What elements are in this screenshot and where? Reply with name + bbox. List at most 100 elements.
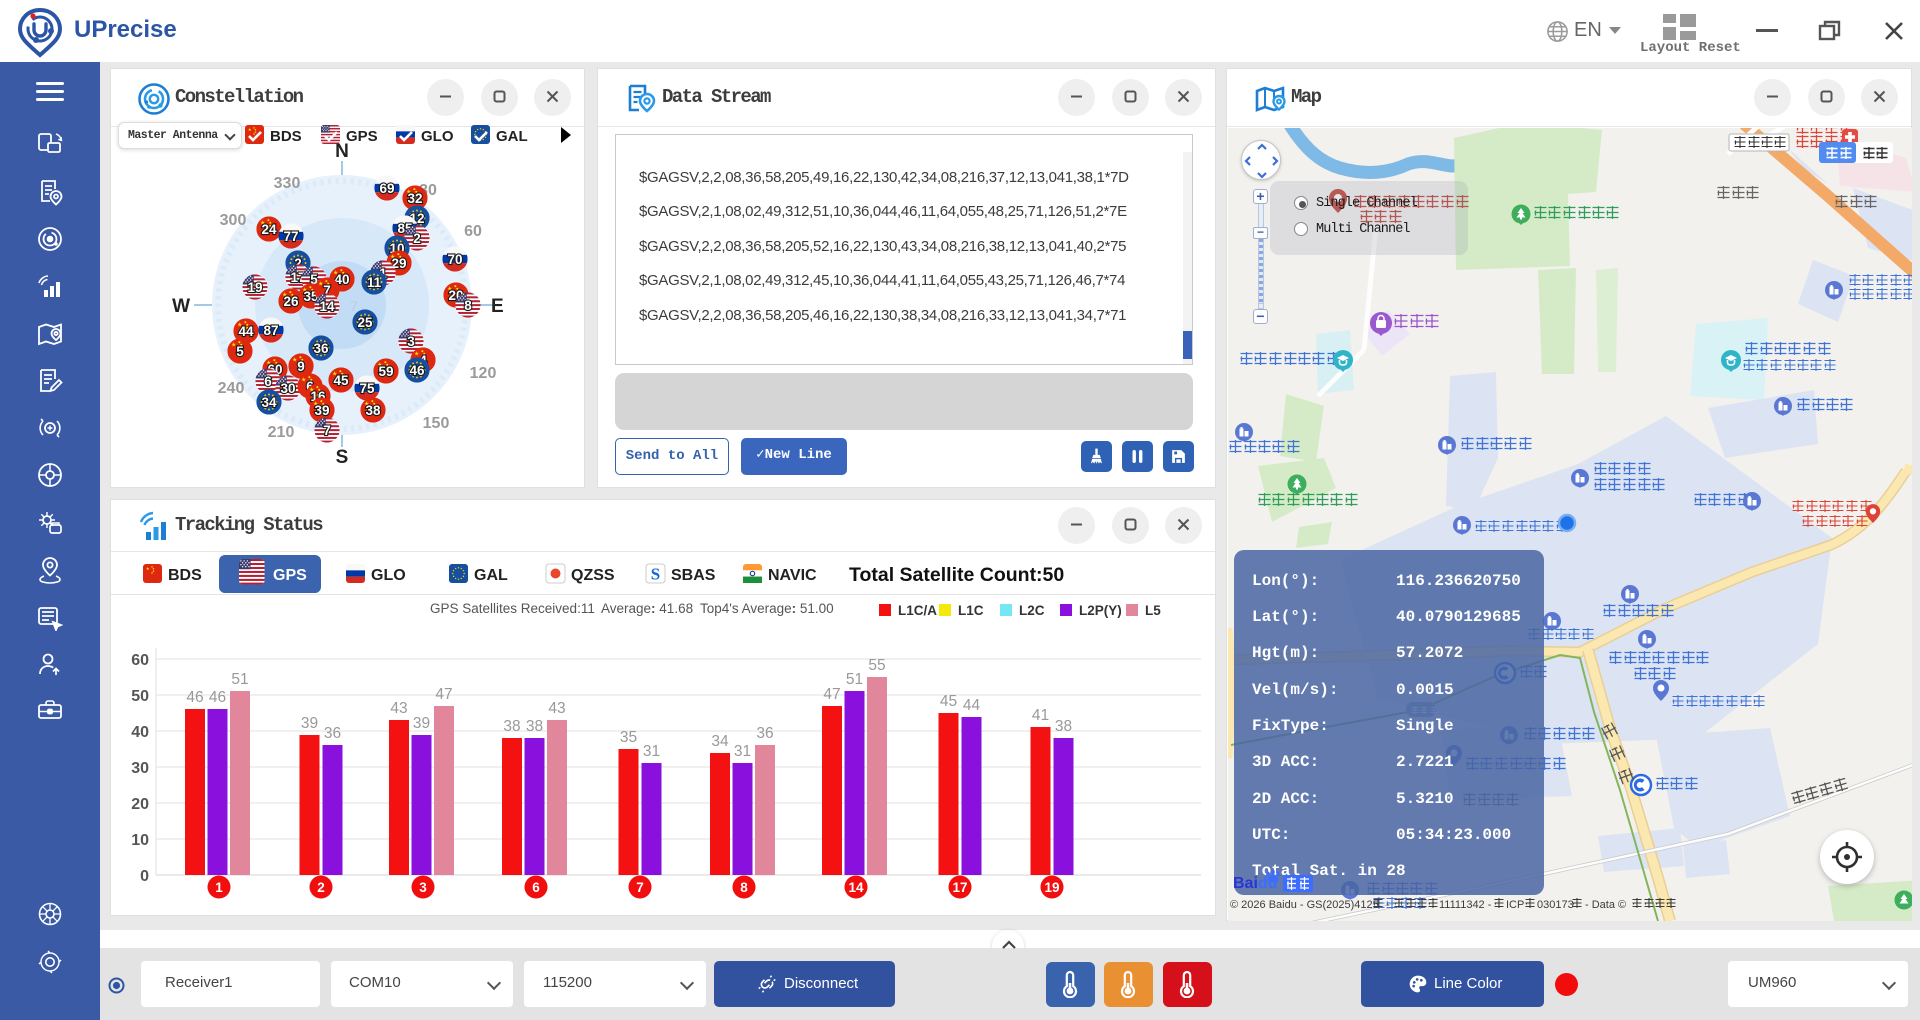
svg-text:GPS: GPS bbox=[346, 128, 378, 145]
svg-text:7: 7 bbox=[636, 880, 644, 895]
svg-text:35: 35 bbox=[620, 729, 637, 746]
svg-text:9: 9 bbox=[297, 359, 305, 374]
svg-text:L2C: L2C bbox=[1019, 603, 1045, 618]
svg-text:19: 19 bbox=[247, 280, 262, 295]
svg-text:GPS: GPS bbox=[273, 567, 307, 584]
svg-text:2: 2 bbox=[413, 231, 421, 246]
svg-text:Total Satellite Count:50: Total Satellite Count:50 bbox=[849, 564, 1064, 586]
svg-text:19: 19 bbox=[1044, 880, 1059, 895]
svg-text:BDS: BDS bbox=[270, 128, 302, 145]
svg-text:14: 14 bbox=[848, 880, 864, 895]
svg-text:38: 38 bbox=[1055, 718, 1072, 735]
svg-text:36: 36 bbox=[324, 725, 341, 742]
svg-text:GAL: GAL bbox=[496, 128, 528, 145]
svg-text:31: 31 bbox=[734, 743, 751, 760]
svg-text:0: 0 bbox=[140, 868, 149, 885]
svg-text:50: 50 bbox=[131, 688, 149, 705]
svg-text:14: 14 bbox=[319, 299, 335, 314]
svg-text:87: 87 bbox=[263, 323, 278, 338]
svg-text:GLO: GLO bbox=[371, 567, 406, 584]
svg-text:300: 300 bbox=[220, 212, 247, 229]
svg-text:47: 47 bbox=[435, 686, 452, 703]
svg-text:38: 38 bbox=[365, 403, 381, 418]
svg-text:L2P(Y): L2P(Y) bbox=[1079, 603, 1122, 618]
svg-text:34: 34 bbox=[711, 733, 729, 750]
svg-text:SBAS: SBAS bbox=[671, 567, 716, 584]
svg-text:11: 11 bbox=[367, 275, 382, 290]
svg-text:45: 45 bbox=[333, 373, 349, 388]
svg-text:69: 69 bbox=[379, 181, 394, 196]
svg-text:QZSS: QZSS bbox=[571, 567, 615, 584]
svg-text:E: E bbox=[491, 296, 504, 317]
svg-text:43: 43 bbox=[390, 700, 407, 717]
svg-text:7: 7 bbox=[323, 423, 331, 438]
svg-text:55: 55 bbox=[868, 657, 885, 674]
svg-text:ICP: ICP bbox=[1506, 899, 1524, 911]
svg-text:- Data ©: - Data © bbox=[1585, 899, 1626, 911]
svg-text:39: 39 bbox=[314, 403, 329, 418]
svg-text:75: 75 bbox=[359, 381, 375, 396]
svg-text:25: 25 bbox=[357, 315, 373, 330]
svg-text:240: 240 bbox=[218, 380, 245, 397]
svg-text:8: 8 bbox=[464, 298, 472, 313]
svg-text:60: 60 bbox=[131, 652, 149, 669]
svg-text:17: 17 bbox=[952, 880, 967, 895]
svg-text:32: 32 bbox=[407, 191, 422, 206]
svg-text:7: 7 bbox=[350, 298, 358, 314]
svg-text:44: 44 bbox=[238, 324, 254, 339]
svg-text:41: 41 bbox=[1032, 707, 1049, 724]
svg-text:60: 60 bbox=[464, 223, 482, 240]
svg-text:-: - bbox=[1386, 899, 1390, 911]
svg-text:210: 210 bbox=[268, 424, 295, 441]
svg-text:7: 7 bbox=[323, 283, 331, 298]
svg-text:1: 1 bbox=[379, 266, 387, 281]
svg-text:51: 51 bbox=[231, 671, 248, 688]
svg-text:3: 3 bbox=[419, 880, 427, 895]
svg-text:N: N bbox=[335, 141, 349, 162]
svg-text:26: 26 bbox=[283, 294, 299, 309]
svg-text:330: 330 bbox=[274, 175, 301, 192]
svg-text:L1C: L1C bbox=[958, 603, 984, 618]
svg-text:L1C/A: L1C/A bbox=[898, 603, 937, 618]
svg-text:39: 39 bbox=[301, 715, 318, 732]
svg-text:11111342 -: 11111342 - bbox=[1439, 899, 1492, 911]
svg-text:6: 6 bbox=[264, 374, 272, 389]
svg-text:S: S bbox=[651, 565, 660, 584]
svg-text:45: 45 bbox=[940, 693, 957, 710]
svg-text:30: 30 bbox=[131, 760, 149, 777]
svg-text:2: 2 bbox=[294, 256, 302, 271]
svg-text:S: S bbox=[336, 447, 349, 468]
svg-text:© 2026 Baidu - GS(2025)4125: © 2026 Baidu - GS(2025)4125 bbox=[1230, 899, 1379, 911]
svg-text:120: 120 bbox=[470, 365, 497, 382]
svg-text:24: 24 bbox=[261, 222, 277, 237]
svg-text:46: 46 bbox=[409, 363, 425, 378]
svg-text:030173: 030173 bbox=[1537, 899, 1574, 911]
svg-text:10: 10 bbox=[131, 832, 149, 849]
svg-text:38: 38 bbox=[503, 718, 520, 735]
svg-text:31: 31 bbox=[643, 743, 660, 760]
svg-text:29: 29 bbox=[391, 256, 406, 271]
svg-text:5: 5 bbox=[236, 344, 244, 359]
svg-text:38: 38 bbox=[526, 718, 543, 735]
svg-text:34: 34 bbox=[261, 395, 277, 410]
svg-text:46: 46 bbox=[186, 689, 203, 706]
svg-text:W: W bbox=[172, 296, 190, 317]
svg-text:L5: L5 bbox=[1145, 603, 1161, 618]
svg-text:150: 150 bbox=[423, 415, 450, 432]
svg-text:36: 36 bbox=[313, 341, 329, 356]
svg-text:47: 47 bbox=[823, 686, 840, 703]
svg-text:30: 30 bbox=[280, 381, 295, 396]
svg-text:20: 20 bbox=[131, 796, 149, 813]
svg-text:6: 6 bbox=[532, 880, 540, 895]
svg-text:59: 59 bbox=[378, 364, 393, 379]
svg-text:70: 70 bbox=[447, 252, 462, 267]
svg-text:5: 5 bbox=[310, 272, 318, 287]
svg-text:3: 3 bbox=[407, 334, 415, 349]
svg-text:NAVIC: NAVIC bbox=[768, 567, 817, 584]
svg-text:GAL: GAL bbox=[474, 567, 508, 584]
svg-text:46: 46 bbox=[209, 689, 226, 706]
svg-text:43: 43 bbox=[548, 700, 565, 717]
svg-text:39: 39 bbox=[413, 715, 430, 732]
svg-text:40: 40 bbox=[131, 724, 149, 741]
svg-text:51: 51 bbox=[846, 671, 863, 688]
